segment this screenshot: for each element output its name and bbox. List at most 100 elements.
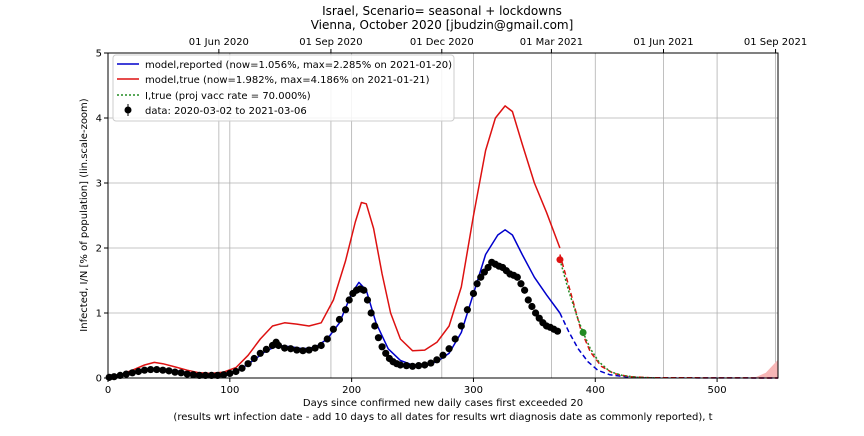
legend: model,reported (now=1.056%, max=2.285% o… — [112, 54, 455, 122]
series-line-1 — [559, 312, 779, 379]
y-tick-label: 4 — [96, 114, 102, 125]
data-point — [439, 351, 447, 359]
legend-label-true: model,true (now=1.982%, max=4.186% on 20… — [145, 75, 430, 86]
data-point — [477, 273, 485, 281]
shaded-region — [753, 359, 778, 378]
chart-subtitle: Vienna, October 2020 [jbudzin@gmail.com] — [311, 18, 574, 32]
x-tick-label: 100 — [220, 385, 239, 396]
top-tick-label: 01 Jun 2021 — [633, 37, 693, 48]
data-point — [232, 367, 240, 376]
data-point — [189, 371, 197, 379]
plot-frame — [107, 52, 779, 379]
data-point — [281, 344, 289, 352]
data-point — [305, 346, 313, 354]
data-point — [408, 362, 417, 370]
shaded-area — [753, 359, 778, 378]
data-point — [421, 361, 429, 369]
x-tick-label: 0 — [105, 385, 111, 396]
top-tick-label: 01 Sep 2020 — [299, 37, 362, 48]
data-point — [311, 344, 319, 352]
y-axis-ticks: 0 1 2 3 4 5 — [96, 49, 108, 385]
data-point — [147, 365, 155, 374]
legend-swatch-data — [124, 106, 132, 114]
data-point — [177, 369, 185, 377]
data-point — [159, 366, 167, 374]
x-tick-label: 500 — [708, 385, 727, 396]
data-point — [274, 341, 283, 350]
data-point — [517, 280, 525, 288]
data-point — [329, 325, 337, 333]
chart-title: Israel, Scenario= seasonal + lockdowns — [322, 4, 562, 18]
x-tick-label: 300 — [464, 385, 483, 396]
top-tick-label: 01 Sep 2021 — [744, 37, 807, 48]
series-line-2 — [107, 105, 561, 378]
y-tick-label: 0 — [96, 374, 102, 385]
data-point — [153, 365, 161, 374]
data-point — [484, 263, 492, 272]
y-axis-label: Infected, I/N [% of population] (lin.sca… — [79, 98, 90, 331]
marker-point — [579, 329, 587, 336]
series-line-4 — [559, 259, 657, 379]
data-point — [469, 289, 478, 298]
data-point — [171, 368, 179, 376]
x-axis-ticks: 0 100 200 300 400 500 — [105, 378, 727, 396]
data-point — [415, 362, 423, 370]
data-point — [226, 369, 234, 378]
series-line-0 — [107, 229, 561, 379]
top-tick-label: 01 Mar 2021 — [520, 37, 583, 48]
data-point — [427, 359, 435, 367]
data-point — [165, 367, 173, 375]
data-point — [140, 366, 149, 374]
series-lines — [107, 105, 779, 379]
data-point — [445, 345, 453, 353]
y-tick-label: 5 — [96, 49, 102, 60]
data-point — [238, 364, 246, 372]
data-point — [531, 309, 540, 317]
data-point — [256, 349, 264, 357]
data-point — [183, 370, 191, 378]
data-point — [463, 306, 471, 314]
data-point — [341, 306, 350, 314]
data-point — [378, 343, 386, 351]
data-point — [214, 371, 222, 379]
legend-box — [112, 54, 455, 122]
x-tick-label: 200 — [342, 385, 361, 396]
data-point — [528, 302, 536, 311]
top-tick-label: 01 Jun 2020 — [189, 37, 249, 48]
data-point — [345, 296, 353, 304]
data-point — [250, 354, 258, 363]
y-tick-label: 2 — [96, 244, 102, 255]
legend-label-data: data: 2020-03-02 to 2021-03-06 — [145, 106, 307, 117]
data-point — [220, 371, 228, 379]
data-point — [323, 335, 331, 343]
data-point — [367, 309, 375, 317]
x-tick-label: 400 — [586, 385, 605, 396]
top-axis-ticks: 01 Jun 2020 01 Sep 2020 01 Dec 2020 01 Mar … — [189, 37, 807, 53]
data-point — [360, 286, 368, 294]
data-point — [207, 371, 216, 379]
data-point — [521, 286, 529, 294]
top-tick-label: 01 Dec 2020 — [410, 37, 474, 48]
data-point — [457, 322, 465, 330]
data-point — [451, 335, 459, 343]
y-tick-label: 1 — [96, 309, 102, 320]
data-point — [524, 296, 532, 304]
data-point — [122, 370, 130, 378]
data-point — [201, 371, 210, 379]
data-point — [374, 334, 383, 342]
data-point — [134, 367, 143, 376]
data-point — [371, 322, 379, 330]
data-point — [335, 315, 344, 324]
data-markers — [105, 258, 562, 381]
x-axis-note: (results wrt infection date - add 10 day… — [173, 412, 712, 423]
data-point — [195, 371, 203, 379]
marker-point — [556, 256, 564, 264]
legend-label-vacc: I,true (proj vacc rate = 70.000%) — [145, 91, 311, 102]
data-point — [128, 369, 136, 377]
data-point — [553, 327, 562, 335]
data-point — [299, 347, 307, 355]
data-point — [513, 273, 521, 281]
data-point — [396, 361, 404, 369]
